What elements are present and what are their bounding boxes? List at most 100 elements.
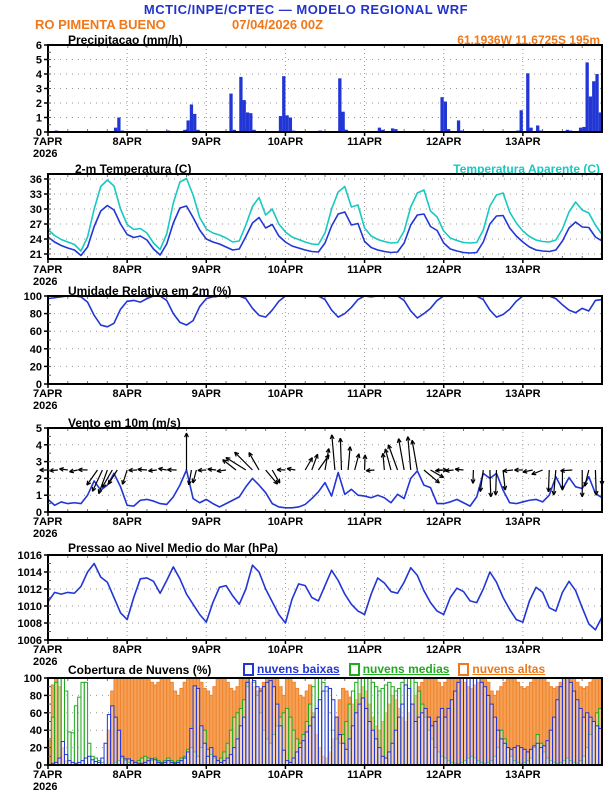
svg-text:2026: 2026 (33, 528, 57, 540)
svg-text:20: 20 (30, 743, 42, 755)
svg-text:13APR: 13APR (505, 644, 541, 656)
svg-text:11APR: 11APR (347, 136, 382, 148)
svg-text:0: 0 (36, 507, 42, 519)
svg-text:7APR: 7APR (33, 264, 62, 276)
legend-item-low-clouds: nuvens baixas (243, 662, 340, 676)
low-clouds-swatch-icon (243, 662, 254, 676)
station-name: RO PIMENTA BUENO (35, 17, 166, 32)
svg-text:0: 0 (36, 760, 42, 772)
svg-text:36: 36 (30, 174, 42, 186)
legend-item-high-clouds: nuvens altas (458, 662, 545, 676)
svg-text:4: 4 (36, 440, 43, 452)
svg-text:9APR: 9APR (192, 264, 221, 276)
svg-text:8APR: 8APR (112, 264, 141, 276)
svg-text:27: 27 (30, 219, 42, 231)
svg-text:3: 3 (36, 84, 42, 96)
svg-text:0: 0 (36, 379, 42, 391)
svg-text:100: 100 (24, 291, 42, 303)
panel-title-cloud-cover: Cobertura de Nuvens (%) (68, 663, 212, 677)
panel-title-humidity: Umidade Relativa em 2m (%) (68, 284, 232, 298)
svg-text:80: 80 (30, 309, 42, 321)
svg-text:20: 20 (30, 361, 42, 373)
svg-text:8APR: 8APR (112, 136, 141, 148)
svg-text:12APR: 12APR (426, 516, 462, 528)
svg-text:11APR: 11APR (347, 644, 382, 656)
svg-text:8APR: 8APR (112, 516, 141, 528)
svg-text:8APR: 8APR (112, 769, 141, 781)
svg-text:10APR: 10APR (268, 388, 304, 400)
svg-text:40: 40 (30, 725, 42, 737)
svg-text:80: 80 (30, 690, 42, 702)
svg-text:33: 33 (30, 189, 42, 201)
svg-text:7APR: 7APR (33, 388, 62, 400)
svg-text:5: 5 (36, 55, 42, 67)
svg-text:11APR: 11APR (347, 264, 382, 276)
svg-text:13APR: 13APR (505, 516, 541, 528)
svg-text:1010: 1010 (18, 601, 42, 613)
low-clouds-label: nuvens baixas (257, 662, 340, 676)
svg-text:2: 2 (36, 473, 42, 485)
svg-text:13APR: 13APR (505, 769, 541, 781)
cloud-legend: nuvens baixas nuvens medias nuvens altas (243, 662, 545, 676)
model-run-datetime: 07/04/2026 00Z (232, 17, 324, 32)
apparent-temperature-label: Temperatura Aparente (C) (453, 162, 600, 176)
svg-text:9APR: 9APR (192, 516, 221, 528)
svg-text:9APR: 9APR (192, 388, 221, 400)
svg-text:10APR: 10APR (268, 264, 304, 276)
panel-title-pressure: Pressao ao Nivel Medio do Mar (hPa) (68, 541, 279, 555)
svg-text:12APR: 12APR (426, 136, 462, 148)
svg-text:1: 1 (36, 490, 42, 502)
legend-item-mid-clouds: nuvens medias (348, 662, 449, 676)
svg-text:60: 60 (30, 326, 42, 338)
svg-text:11APR: 11APR (347, 388, 382, 400)
svg-text:2026: 2026 (33, 400, 57, 412)
svg-text:9APR: 9APR (192, 769, 221, 781)
svg-text:24: 24 (30, 234, 43, 246)
svg-text:7APR: 7APR (33, 136, 62, 148)
svg-text:2026: 2026 (33, 656, 57, 668)
panel-title-precipitation: Precipitacao (mm/h) (68, 33, 183, 47)
svg-text:6: 6 (36, 40, 42, 52)
svg-text:10APR: 10APR (268, 136, 304, 148)
mid-clouds-swatch-icon (348, 662, 360, 676)
svg-text:1016: 1016 (18, 550, 42, 562)
svg-text:10APR: 10APR (268, 769, 304, 781)
svg-text:2: 2 (36, 98, 42, 110)
svg-text:1008: 1008 (18, 618, 42, 630)
svg-text:8APR: 8APR (112, 644, 141, 656)
svg-text:11APR: 11APR (347, 769, 382, 781)
svg-text:9APR: 9APR (192, 644, 221, 656)
svg-text:4: 4 (36, 69, 43, 81)
high-clouds-swatch-icon (458, 662, 470, 676)
svg-text:13APR: 13APR (505, 388, 541, 400)
svg-text:21: 21 (30, 249, 42, 261)
panel-title-wind: Vento em 10m (m/s) (68, 416, 181, 430)
svg-text:11APR: 11APR (347, 516, 382, 528)
svg-text:12APR: 12APR (426, 769, 462, 781)
svg-text:5: 5 (36, 423, 42, 435)
svg-text:2026: 2026 (33, 148, 57, 160)
svg-text:2026: 2026 (33, 781, 57, 792)
svg-text:13APR: 13APR (505, 136, 541, 148)
svg-text:60: 60 (30, 708, 42, 720)
svg-text:8APR: 8APR (112, 388, 141, 400)
svg-text:7APR: 7APR (33, 769, 62, 781)
svg-text:100: 100 (24, 673, 42, 685)
svg-text:12APR: 12APR (426, 644, 462, 656)
svg-text:1: 1 (36, 113, 42, 125)
svg-text:1006: 1006 (18, 635, 42, 647)
svg-text:1012: 1012 (18, 584, 42, 596)
svg-text:12APR: 12APR (426, 388, 462, 400)
svg-text:3: 3 (36, 457, 42, 469)
svg-text:10APR: 10APR (268, 644, 304, 656)
high-clouds-label: nuvens altas (472, 662, 546, 676)
svg-text:40: 40 (30, 344, 42, 356)
svg-text:13APR: 13APR (505, 264, 541, 276)
svg-text:0: 0 (36, 127, 42, 139)
svg-text:12APR: 12APR (426, 264, 462, 276)
svg-text:7APR: 7APR (33, 644, 62, 656)
svg-text:30: 30 (30, 204, 42, 216)
location-coordinates: 61.1936W 11.6725S 195m (457, 33, 600, 47)
